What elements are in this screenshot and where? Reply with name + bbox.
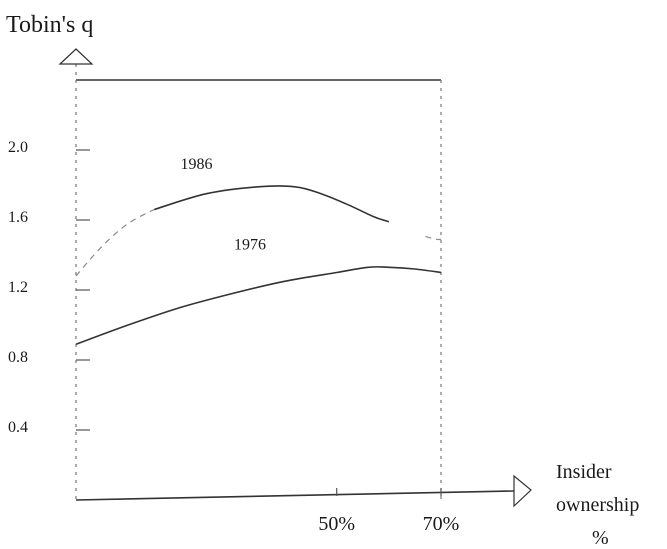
series-line-1986	[75, 208, 155, 277]
y-axis-arrowhead	[58, 48, 94, 65]
series-label-1986: 1986	[181, 156, 213, 173]
x-tick-label: 50%	[318, 513, 355, 535]
y-axis-label: Tobin's q	[6, 12, 93, 38]
x-axis-arrowhead	[513, 474, 532, 508]
x-axis-label-line-2: ownership	[556, 494, 639, 516]
x-axis-label-line-1: Insider	[556, 461, 612, 483]
y-tick-label: 0.4	[8, 419, 28, 436]
series-line-1986	[425, 235, 442, 241]
y-tick-label: 1.6	[8, 209, 28, 226]
x-axis-label-line-3: %	[592, 527, 609, 549]
y-tick-label: 0.8	[8, 349, 28, 366]
x-axis-line	[75, 490, 515, 501]
y-tick-label: 2.0	[8, 139, 28, 156]
x-tick-label: 70%	[423, 513, 460, 535]
series-label-1976: 1976	[234, 236, 266, 253]
series-line-1976	[75, 266, 442, 346]
y-tick-label: 1.2	[8, 279, 28, 296]
series-line-1986	[153, 185, 390, 223]
